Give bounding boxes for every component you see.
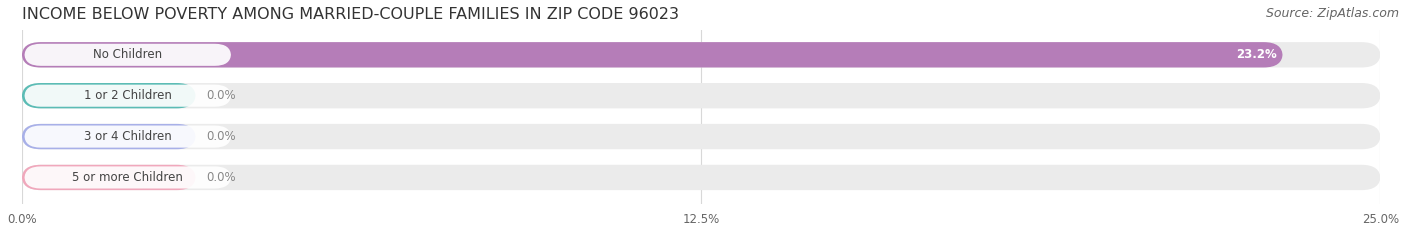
FancyBboxPatch shape — [24, 166, 231, 188]
FancyBboxPatch shape — [24, 126, 231, 148]
Text: 0.0%: 0.0% — [207, 130, 236, 143]
Text: 0.0%: 0.0% — [207, 171, 236, 184]
Text: 23.2%: 23.2% — [1236, 48, 1277, 61]
FancyBboxPatch shape — [21, 165, 195, 190]
Text: INCOME BELOW POVERTY AMONG MARRIED-COUPLE FAMILIES IN ZIP CODE 96023: INCOME BELOW POVERTY AMONG MARRIED-COUPL… — [21, 7, 679, 22]
Text: Source: ZipAtlas.com: Source: ZipAtlas.com — [1265, 7, 1399, 20]
FancyBboxPatch shape — [21, 124, 1381, 149]
FancyBboxPatch shape — [21, 42, 1282, 68]
FancyBboxPatch shape — [21, 42, 1381, 68]
FancyBboxPatch shape — [21, 165, 1381, 190]
FancyBboxPatch shape — [21, 124, 195, 149]
FancyBboxPatch shape — [21, 83, 1381, 108]
Text: No Children: No Children — [93, 48, 162, 61]
Text: 1 or 2 Children: 1 or 2 Children — [84, 89, 172, 102]
FancyBboxPatch shape — [21, 83, 195, 108]
Text: 0.0%: 0.0% — [207, 89, 236, 102]
Text: 3 or 4 Children: 3 or 4 Children — [84, 130, 172, 143]
Text: 5 or more Children: 5 or more Children — [72, 171, 183, 184]
FancyBboxPatch shape — [24, 85, 231, 107]
FancyBboxPatch shape — [24, 44, 231, 66]
